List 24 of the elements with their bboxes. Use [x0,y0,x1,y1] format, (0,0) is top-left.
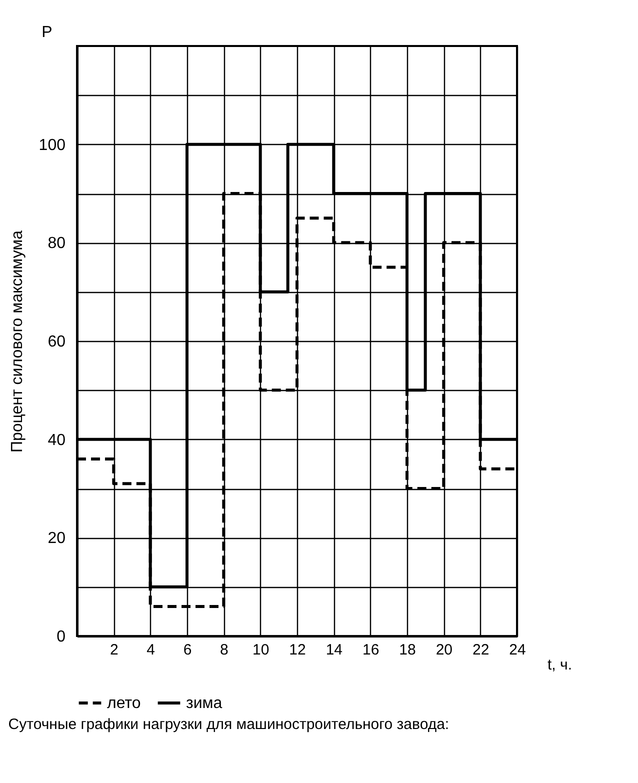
x-tick-label: 8 [220,642,228,658]
x-tick-label: 10 [252,642,270,658]
x-tick-label: 18 [399,642,416,658]
y-tick-label: 20 [48,530,66,548]
x-tick-label: 2 [110,642,118,658]
y-tick-label: 40 [48,432,66,449]
legend-label: лето [107,695,141,712]
x-tick-label: 6 [183,642,192,658]
y-tick-label: 0 [56,628,66,646]
x-tick-label: 12 [289,642,306,658]
y-tick-label: 80 [48,235,66,252]
x-tick-label: 4 [146,642,156,658]
legend-label: зима [186,695,222,712]
x-tick-label: 16 [362,642,380,658]
x-axis-title: t, ч. [548,656,572,674]
y-tick-label: 60 [48,334,66,350]
x-tick-label: 14 [326,642,343,658]
x-tick-label: 24 [509,642,526,658]
y-axis-title: Процент силового максимума [8,230,26,453]
text: P [42,24,52,41]
x-tick-label: 22 [472,642,490,658]
y-tick-label: 100 [38,136,66,154]
text: Суточные графики нагрузки для машиностроительного завода: [8,716,450,733]
x-tick-label: 20 [436,642,453,658]
